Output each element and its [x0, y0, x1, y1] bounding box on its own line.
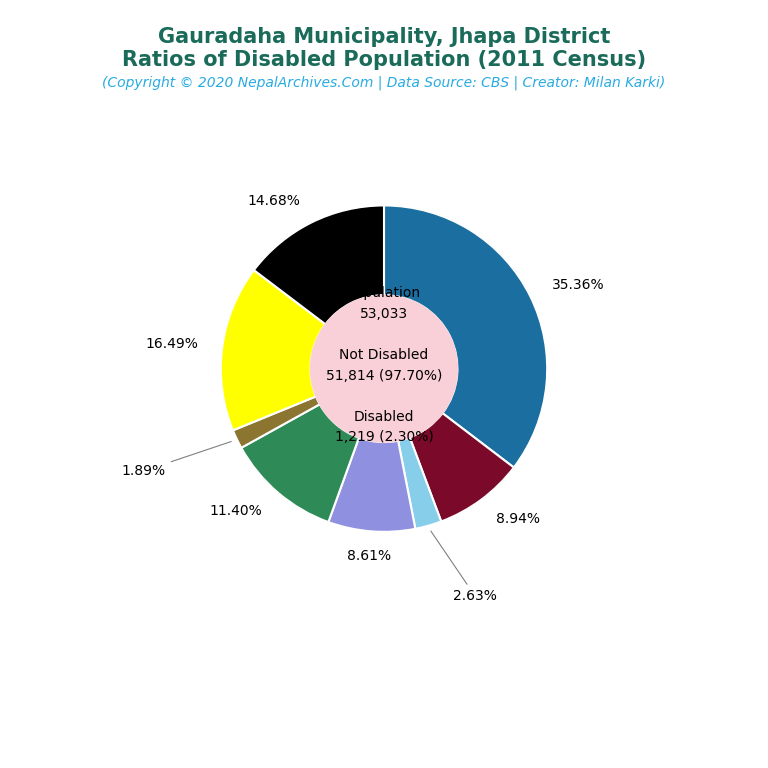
Text: 8.61%: 8.61%	[347, 549, 392, 563]
Wedge shape	[398, 438, 442, 529]
Text: 16.49%: 16.49%	[145, 337, 198, 351]
Wedge shape	[410, 413, 514, 521]
Text: 14.68%: 14.68%	[247, 194, 300, 207]
Wedge shape	[329, 438, 415, 531]
Text: 11.40%: 11.40%	[210, 505, 262, 518]
Wedge shape	[384, 206, 547, 468]
Text: 1.89%: 1.89%	[121, 442, 231, 478]
Text: (Copyright © 2020 NepalArchives.Com | Data Source: CBS | Creator: Milan Karki): (Copyright © 2020 NepalArchives.Com | Da…	[102, 75, 666, 90]
Text: Gauradaha Municipality, Jhapa District: Gauradaha Municipality, Jhapa District	[157, 27, 611, 47]
Circle shape	[310, 295, 458, 442]
Text: Ratios of Disabled Population (2011 Census): Ratios of Disabled Population (2011 Cens…	[122, 50, 646, 70]
Text: Population
53,033

Not Disabled
51,814 (97.70%)

Disabled
1,219 (2.30%): Population 53,033 Not Disabled 51,814 (9…	[326, 286, 442, 445]
Wedge shape	[254, 206, 384, 324]
Text: 2.63%: 2.63%	[431, 531, 497, 604]
Text: 8.94%: 8.94%	[496, 512, 540, 526]
Wedge shape	[221, 270, 326, 430]
Text: 35.36%: 35.36%	[552, 278, 604, 293]
Wedge shape	[241, 404, 359, 522]
Wedge shape	[233, 396, 319, 448]
